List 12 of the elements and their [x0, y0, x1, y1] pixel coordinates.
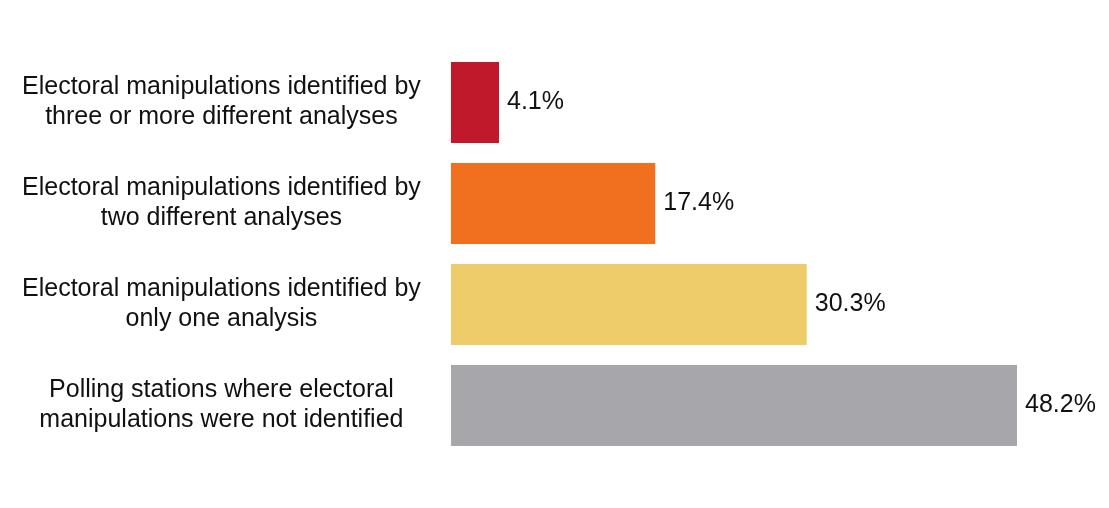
- data-label: 30.3%: [814, 288, 886, 317]
- data-label: 17.4%: [663, 187, 735, 216]
- y-tick-label: Electoral manipulations identified by three or more different analyses: [22, 71, 422, 130]
- bar: [450, 365, 1017, 446]
- y-tick-label: Electoral manipulations identified by two different analyses: [22, 172, 422, 231]
- data-label: 4.1%: [507, 86, 564, 115]
- data-label: 48.2%: [1025, 389, 1096, 418]
- y-tick-label: Electoral manipulations identified by only one analysis: [22, 273, 422, 332]
- y-tick-label: Polling stations where electoral manipulations were not identified: [39, 374, 404, 433]
- bar: [450, 163, 656, 244]
- bar: [450, 62, 499, 143]
- bar: [450, 264, 807, 345]
